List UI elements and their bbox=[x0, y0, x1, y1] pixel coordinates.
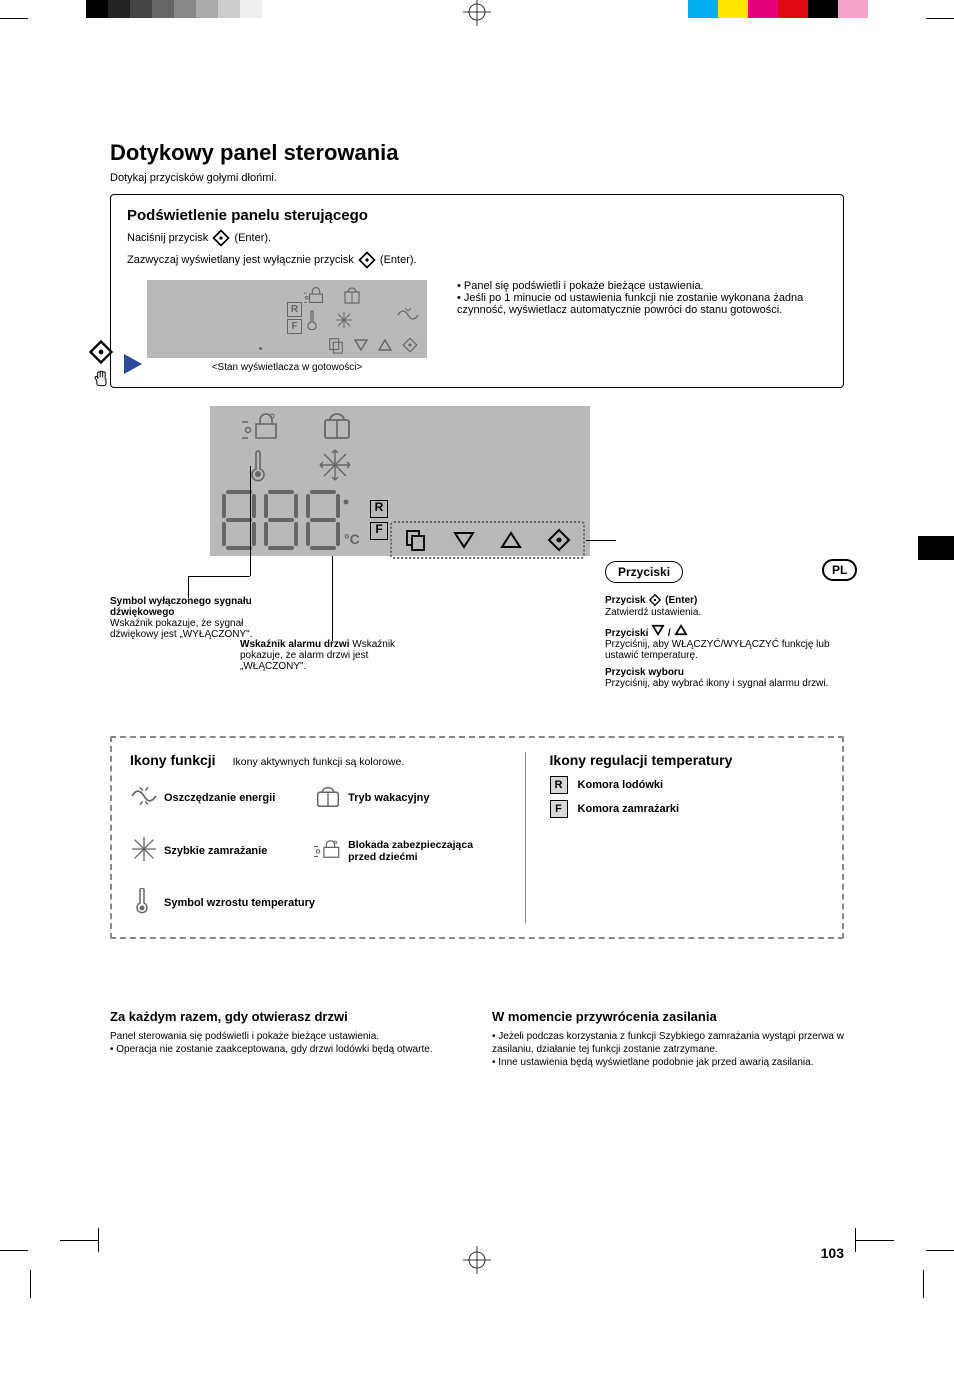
backlight-bullets: • Panel się podświetli i pokaże bieżące … bbox=[457, 280, 827, 373]
door-open-title: Za każdym razem, gdy otwierasz drzwi bbox=[110, 1009, 462, 1024]
f-badge: F bbox=[550, 800, 568, 818]
list-item: Blokada zabezpieczająca przed dziećmi bbox=[314, 835, 488, 866]
registration-mark-bottom bbox=[463, 1246, 491, 1277]
up-triangle-icon bbox=[377, 338, 393, 352]
buttons-description: Przyciski Przycisk (Enter) Zatwierdź ust… bbox=[605, 561, 840, 689]
select-icon bbox=[327, 336, 345, 354]
svg-text:°C: °C bbox=[344, 531, 360, 547]
list-item: Symbol wzrostu temperatury bbox=[130, 888, 501, 917]
backlight-line2: Zazwyczaj wyświetlany jest wyłącznie prz… bbox=[127, 250, 827, 270]
page-title: Dotykowy panel sterowania bbox=[110, 140, 844, 166]
f-badge: F bbox=[370, 522, 388, 540]
childlock-icon bbox=[314, 835, 342, 863]
down-triangle-icon bbox=[353, 338, 369, 352]
mute-indicator-note: Symbol wyłączonego sygnału dźwiękowego W… bbox=[110, 596, 270, 640]
buttons-dotted-box bbox=[390, 521, 585, 559]
power-bullet-1: Inne ustawienia będą wyświetlane podobni… bbox=[492, 1056, 844, 1069]
enter-icon bbox=[401, 336, 419, 354]
page-tab-black bbox=[918, 536, 954, 560]
backlight-title: Podświetlenie panelu sterującego bbox=[127, 207, 827, 224]
enter-icon bbox=[547, 528, 571, 552]
door-open-line2: Operacja nie zostanie zaakceptowana, gdy… bbox=[110, 1043, 462, 1056]
temp-icons-title: Ikony regulacji temperatury bbox=[550, 752, 824, 768]
thermo-icon bbox=[133, 888, 151, 914]
list-item: R Komora lodówki bbox=[550, 776, 824, 794]
enter-icon bbox=[357, 250, 377, 270]
page-content: Dotykowy panel sterowania Dotykaj przyci… bbox=[110, 140, 844, 1237]
up-triangle-icon bbox=[500, 530, 522, 550]
list-item: F Komora zamrażarki bbox=[550, 800, 824, 818]
crop-top bbox=[0, 0, 954, 30]
backlight-line1: Naciśnij przycisk (Enter). bbox=[127, 228, 827, 248]
footer-columns: Za każdym razem, gdy otwierasz drzwi Pan… bbox=[110, 1009, 844, 1069]
page-subtitle: Dotykaj przycisków gołymi dłońmi. bbox=[110, 172, 844, 184]
down-triangle-icon bbox=[651, 624, 665, 636]
color-bar bbox=[688, 0, 868, 18]
door-open-line1: Panel sterowania się podświetli i pokaże… bbox=[110, 1030, 462, 1043]
backlight-panel: Podświetlenie panelu sterującego Naciśni… bbox=[110, 194, 844, 388]
buttons-pill: Przyciski bbox=[605, 561, 683, 583]
standby-caption: <Stan wyświetlacza w gotowości> bbox=[127, 362, 447, 373]
enter-icon bbox=[211, 228, 231, 248]
control-panel-diagram: °C R F Symbol wyłączonego sygnału dźwięk… bbox=[110, 406, 844, 726]
function-icons-sub: Ikony aktywnych funkcji są kolorowe. bbox=[233, 756, 405, 768]
enter-icon bbox=[648, 593, 662, 607]
up-triangle-icon bbox=[674, 624, 688, 636]
r-badge: R bbox=[550, 776, 568, 794]
power-bullet-0: Jeżeli podczas korzystania z funkcji Szy… bbox=[492, 1030, 844, 1056]
vacation-icon bbox=[314, 782, 342, 810]
vacation-icon bbox=[320, 410, 354, 440]
freeze-icon bbox=[334, 310, 354, 330]
childlock-icon bbox=[242, 412, 282, 440]
r-badge: R bbox=[370, 500, 388, 518]
lang-badge-pl: PL bbox=[822, 559, 857, 581]
crop-bottom bbox=[0, 1240, 954, 1300]
door-alarm-note: Wskaźnik alarmu drzwi Wskaźnik pokazuje,… bbox=[240, 639, 400, 672]
freeze-icon bbox=[318, 448, 352, 482]
standby-display: R F bbox=[147, 280, 427, 358]
childlock-icon bbox=[304, 286, 328, 304]
down-triangle-icon bbox=[453, 530, 475, 550]
energy-icon bbox=[130, 782, 158, 810]
hand-icon bbox=[91, 369, 111, 389]
function-icons-title: Ikony funkcji bbox=[130, 752, 216, 768]
vacation-icon bbox=[342, 286, 362, 304]
greyscale-bar bbox=[86, 0, 262, 18]
freeze-icon bbox=[130, 835, 158, 863]
registration-mark-top bbox=[463, 0, 491, 29]
seven-segment-display: °C bbox=[218, 488, 368, 550]
select-icon bbox=[404, 528, 428, 552]
energy-icon bbox=[395, 304, 421, 326]
power-restore-title: W momencie przywrócenia zasilania bbox=[492, 1009, 844, 1024]
icons-legend-box: Ikony funkcji Ikony aktywnych funkcji są… bbox=[110, 736, 844, 939]
arrow-icon bbox=[124, 354, 142, 374]
list-item: Tryb wakacyjny bbox=[314, 782, 488, 813]
list-item: Oszczędzanie energii bbox=[130, 782, 304, 813]
thermo-icon bbox=[304, 310, 320, 330]
list-item: Szybkie zamrażanie bbox=[130, 835, 304, 866]
enter-standby-icon bbox=[87, 338, 115, 392]
